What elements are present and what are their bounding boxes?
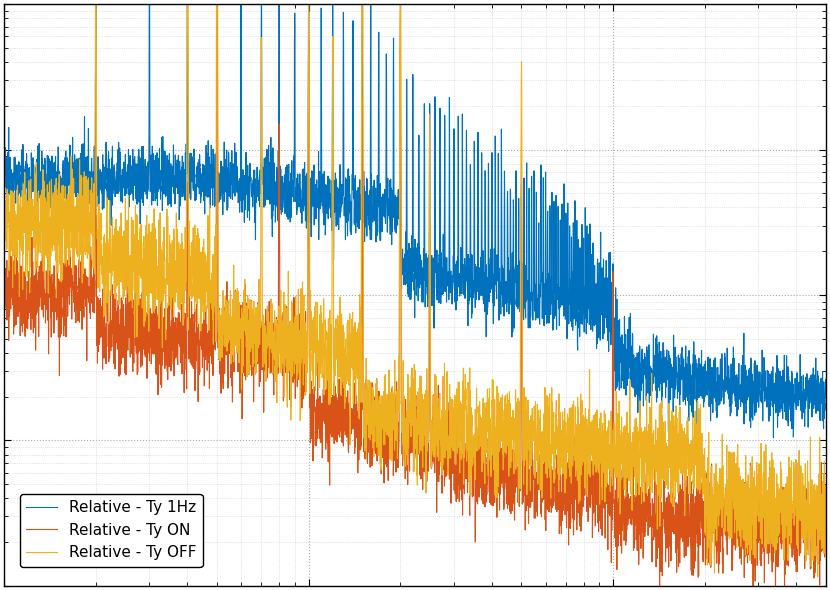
Relative - Ty 1Hz — [596, 301, 606, 308]
Relative - Ty 1Hz — [755, 368, 765, 375]
Relative - Ty ON — [755, 507, 765, 514]
Relative - Ty OFF — [596, 452, 606, 459]
Relative - Ty ON — [596, 493, 606, 500]
Relative - Ty OFF — [813, 573, 823, 581]
Relative - Ty OFF — [344, 349, 354, 356]
Relative - Ty 1Hz — [344, 206, 354, 213]
Relative - Ty 1Hz — [821, 381, 830, 388]
Relative - Ty 1Hz — [351, 188, 361, 195]
Relative - Ty OFF — [821, 546, 830, 553]
Relative - Ty OFF — [755, 472, 765, 479]
Relative - Ty 1Hz — [796, 389, 806, 396]
Relative - Ty 1Hz — [390, 211, 400, 218]
Relative - Ty OFF — [351, 329, 361, 336]
Relative - Ty OFF — [390, 356, 400, 363]
Relative - Ty OFF — [0, 248, 9, 255]
Line: Relative - Ty 1Hz: Relative - Ty 1Hz — [4, 0, 826, 438]
Relative - Ty ON — [389, 457, 399, 464]
Relative - Ty ON — [0, 266, 9, 273]
Relative - Ty 1Hz — [769, 434, 779, 441]
Relative - Ty ON — [351, 412, 361, 419]
Relative - Ty ON — [796, 505, 806, 512]
Relative - Ty ON — [344, 420, 354, 427]
Legend: Relative - Ty 1Hz, Relative - Ty ON, Relative - Ty OFF: Relative - Ty 1Hz, Relative - Ty ON, Rel… — [20, 494, 203, 566]
Line: Relative - Ty ON: Relative - Ty ON — [4, 0, 826, 590]
Line: Relative - Ty OFF: Relative - Ty OFF — [4, 0, 826, 577]
Relative - Ty ON — [821, 517, 830, 524]
Relative - Ty OFF — [796, 463, 806, 470]
